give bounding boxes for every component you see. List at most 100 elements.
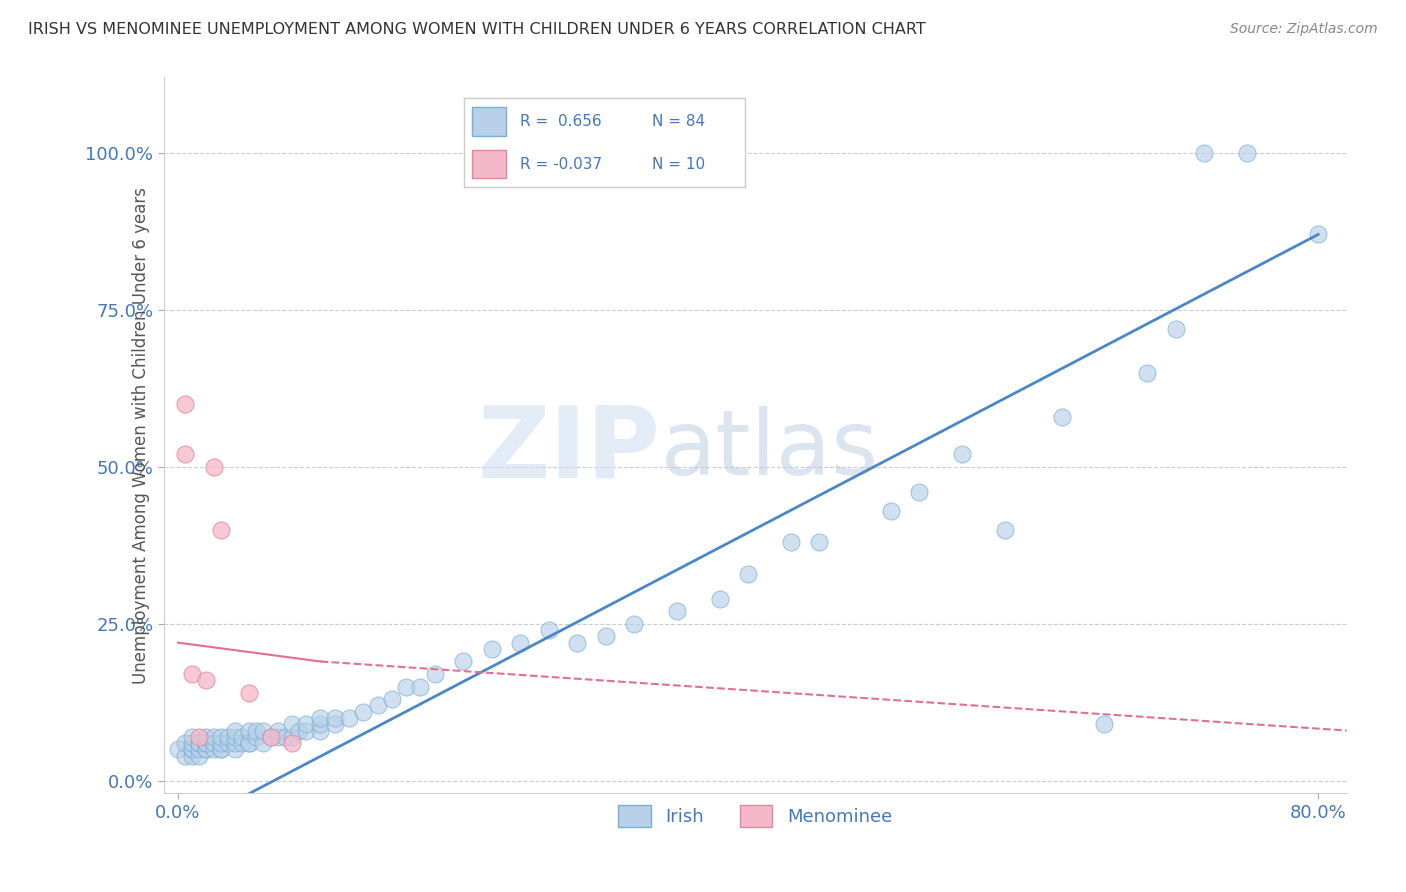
Point [181,742,204,756]
Point [188,736,211,750]
Point [1308,227,1330,242]
Point [209,736,232,750]
Point [451,655,474,669]
Point [202,730,225,744]
Text: ZIP: ZIP [478,401,661,499]
Point [879,504,901,518]
Point [1164,321,1187,335]
Text: IRISH VS MENOMINEE UNEMPLOYMENT AMONG WOMEN WITH CHILDREN UNDER 6 YEARS CORRELAT: IRISH VS MENOMINEE UNEMPLOYMENT AMONG WO… [28,22,927,37]
Point [209,742,232,756]
Point [779,535,801,549]
Point [224,723,246,738]
Point [709,591,731,606]
Point [665,604,688,618]
Point [994,523,1017,537]
Point [181,730,204,744]
Point [188,748,211,763]
Y-axis label: Unemployment Among Women with Children Under 6 years: Unemployment Among Women with Children U… [132,187,150,684]
Point [395,680,418,694]
Point [209,523,232,537]
FancyBboxPatch shape [472,150,506,178]
Point [188,742,211,756]
Point [309,711,332,725]
Point [224,730,246,744]
Point [295,717,318,731]
Point [281,717,304,731]
Point [231,730,253,744]
Point [181,748,204,763]
Point [259,730,281,744]
Point [238,736,260,750]
Point [808,535,831,549]
Point [181,736,204,750]
Point [267,723,290,738]
Point [908,484,931,499]
Point [245,723,267,738]
Point [231,736,253,750]
Text: N = 84: N = 84 [652,114,706,128]
Point [950,447,973,461]
Point [238,686,260,700]
Point [202,742,225,756]
Text: atlas: atlas [661,406,879,493]
Point [274,730,297,744]
Legend: Irish, Menominee: Irish, Menominee [612,798,900,834]
Point [252,736,274,750]
Point [309,717,332,731]
Point [337,711,360,725]
Point [167,742,190,756]
Point [195,736,218,750]
Text: N = 10: N = 10 [652,157,706,171]
Point [1136,366,1159,380]
Point [174,748,197,763]
Point [195,742,218,756]
Point [209,742,232,756]
Point [352,705,374,719]
Point [195,673,218,688]
Point [188,736,211,750]
Point [366,698,388,713]
Point [217,730,239,744]
Text: Source: ZipAtlas.com: Source: ZipAtlas.com [1230,22,1378,37]
Point [537,623,560,637]
Point [309,723,332,738]
Point [181,667,204,681]
Point [209,730,232,744]
Point [195,742,218,756]
Point [195,730,218,744]
Point [174,736,197,750]
Point [1092,717,1115,731]
Point [1192,145,1215,160]
Point [281,736,304,750]
Text: R =  0.656: R = 0.656 [520,114,602,128]
Point [174,397,197,411]
Point [181,742,204,756]
Point [238,723,260,738]
Point [409,680,432,694]
Point [295,723,318,738]
Point [259,730,281,744]
FancyBboxPatch shape [472,107,506,136]
Point [323,711,346,725]
Point [737,566,759,581]
Point [565,635,588,649]
Point [288,723,311,738]
Point [252,723,274,738]
Point [1236,145,1258,160]
Point [224,742,246,756]
Point [481,641,503,656]
Point [1050,409,1073,424]
Point [202,736,225,750]
Point [217,736,239,750]
Point [509,635,531,649]
Point [423,667,446,681]
Text: R = -0.037: R = -0.037 [520,157,602,171]
Point [623,616,645,631]
Point [238,736,260,750]
Point [267,730,290,744]
Point [281,730,304,744]
Point [174,447,197,461]
Point [195,736,218,750]
Point [381,692,404,706]
Point [224,736,246,750]
